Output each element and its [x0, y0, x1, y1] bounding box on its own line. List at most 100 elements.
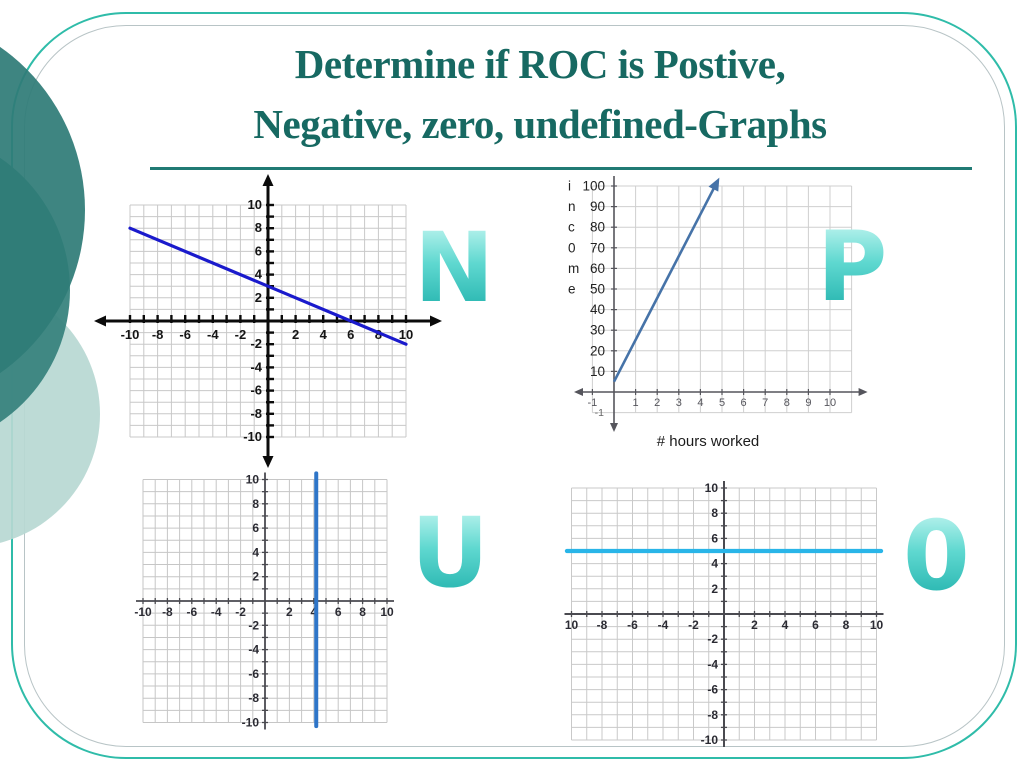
title-line-2: Negative, zero, undefined-Graphs: [253, 101, 827, 147]
x-tick-label: -2: [235, 605, 246, 619]
y-tick-label: 6: [252, 521, 259, 535]
letter-positive: P: [817, 211, 888, 323]
y-tick-label: 4: [252, 545, 259, 559]
x-tick-label: 10: [399, 327, 413, 342]
x-tick-label: -6: [186, 605, 197, 619]
axis-arrow: [430, 315, 442, 327]
y-tick-label: 30: [590, 323, 605, 338]
title-line-1: Determine if ROC is Postive,: [294, 41, 786, 87]
y-tick-label: 8: [711, 506, 718, 520]
x-tick-label: 7: [762, 397, 768, 409]
y-tick-label: 80: [590, 220, 605, 235]
x-tick-label: 8: [359, 605, 366, 619]
axis-arrow: [262, 174, 274, 186]
x-tick-label: 9: [805, 397, 811, 409]
title-underline: [150, 167, 972, 170]
x-tick-label: 4: [320, 327, 328, 342]
y-axis-letter: i: [568, 179, 571, 194]
x-tick-label: 3: [676, 397, 682, 409]
letter-undefined: U: [411, 497, 489, 609]
x-tick-label: 4: [310, 605, 317, 619]
y-tick-label: 4: [711, 557, 718, 571]
positive-slope-graph: -1 1 2 3 4 5 6 7 8 9 10 100 i 90 n 80 c 70 0 60 m 50 e 40 30 20 10…: [568, 176, 868, 450]
y-tick-label: -8: [250, 406, 262, 421]
y-tick-label: -6: [250, 383, 262, 398]
y-axis-letter: n: [568, 199, 576, 214]
y-tick-label: 8: [255, 220, 262, 235]
y-tick-label: 6: [255, 243, 262, 258]
y-tick-label: 40: [590, 302, 605, 317]
x-tick-label: -4: [207, 327, 219, 342]
y-tick-label: 20: [590, 343, 605, 358]
x-tick-label: 4: [697, 397, 703, 409]
x-tick-label: -8: [152, 327, 164, 342]
y-axis-letter: c: [568, 220, 575, 235]
x-tick-label: 6: [812, 618, 819, 632]
y-tick-label: -4: [248, 643, 259, 657]
y-negative-label: -1: [595, 407, 604, 419]
x-tick-label: 6: [347, 327, 354, 342]
y-tick-label: 10: [705, 481, 719, 495]
x-tick-label: 2: [751, 618, 758, 632]
letter-negative: N: [414, 212, 495, 324]
x-tick-label: 2: [654, 397, 660, 409]
y-tick-label: 60: [590, 261, 605, 276]
x-tick-label: -4: [211, 605, 222, 619]
x-tick-label: 5: [719, 397, 725, 409]
y-tick-label: 4: [255, 267, 263, 282]
axis-arrow: [610, 423, 618, 432]
y-tick-label: -10: [701, 733, 719, 747]
x-tick-label: 1: [633, 397, 639, 409]
axis-arrow: [708, 177, 720, 192]
y-tick-label: -2: [250, 336, 262, 351]
y-tick-label: -6: [248, 667, 259, 681]
x-axis-label: # hours worked: [657, 433, 760, 450]
y-tick-label: 6: [711, 531, 718, 545]
y-tick-label: -2: [707, 632, 718, 646]
income-line: [612, 182, 718, 383]
y-tick-label: 10: [248, 197, 262, 212]
negative-slope-graph: -10 -8 -6 -4 -2 2 4 6 8 10 10 8 6 4 2 -2 -4 -6 -8 -10: [94, 174, 442, 468]
x-tick-label: -6: [627, 618, 638, 632]
x-tick-label: -1: [588, 397, 598, 409]
y-tick-label: 50: [590, 282, 605, 297]
y-tick-label: 10: [590, 364, 605, 379]
x-tick-label: 10: [870, 618, 884, 632]
x-tick-label: -8: [597, 618, 608, 632]
x-tick-label: 6: [741, 397, 747, 409]
axis-arrow: [858, 388, 868, 396]
x-tick-label: 10: [565, 618, 579, 632]
x-tick-label: -2: [688, 618, 699, 632]
x-tick-label: -2: [235, 327, 247, 342]
x-tick-label: 10: [824, 397, 836, 409]
x-tick-label: -10: [134, 605, 152, 619]
y-axis-letter: m: [568, 261, 579, 276]
y-tick-label: -8: [248, 691, 259, 705]
slide-title: Determine if ROC is Postive, Negative, z…: [110, 34, 970, 154]
y-axis-letter: e: [568, 282, 576, 297]
x-tick-label: 2: [286, 605, 293, 619]
x-tick-label: 8: [784, 397, 790, 409]
y-tick-label: -2: [248, 618, 259, 632]
y-tick-label: 100: [582, 179, 605, 194]
y-tick-label: 2: [252, 570, 259, 584]
axis-arrow: [94, 315, 106, 327]
y-axis-letter: 0: [568, 240, 576, 255]
x-tick-label: -8: [162, 605, 173, 619]
y-tick-label: 10: [246, 473, 260, 487]
x-tick-label: -6: [179, 327, 191, 342]
x-tick-label: 10: [380, 605, 394, 619]
y-tick-label: 90: [590, 199, 605, 214]
y-tick-label: 2: [711, 582, 718, 596]
x-tick-label: 8: [375, 327, 382, 342]
x-tick-label: -4: [658, 618, 669, 632]
y-tick-label: 8: [252, 497, 259, 511]
zero-slope-graph: 10 -8 -6 -4 -2 2 4 6 8 10 10 8 6 4 2 -2 -4 -6 -8 -10: [564, 481, 884, 747]
letter-zero: 0: [903, 500, 970, 612]
x-tick-label: 6: [335, 605, 342, 619]
x-tick-label: -10: [121, 327, 140, 342]
y-tick-label: -10: [242, 716, 260, 730]
y-tick-label: -10: [243, 429, 262, 444]
negative-slope-line: [128, 226, 408, 346]
